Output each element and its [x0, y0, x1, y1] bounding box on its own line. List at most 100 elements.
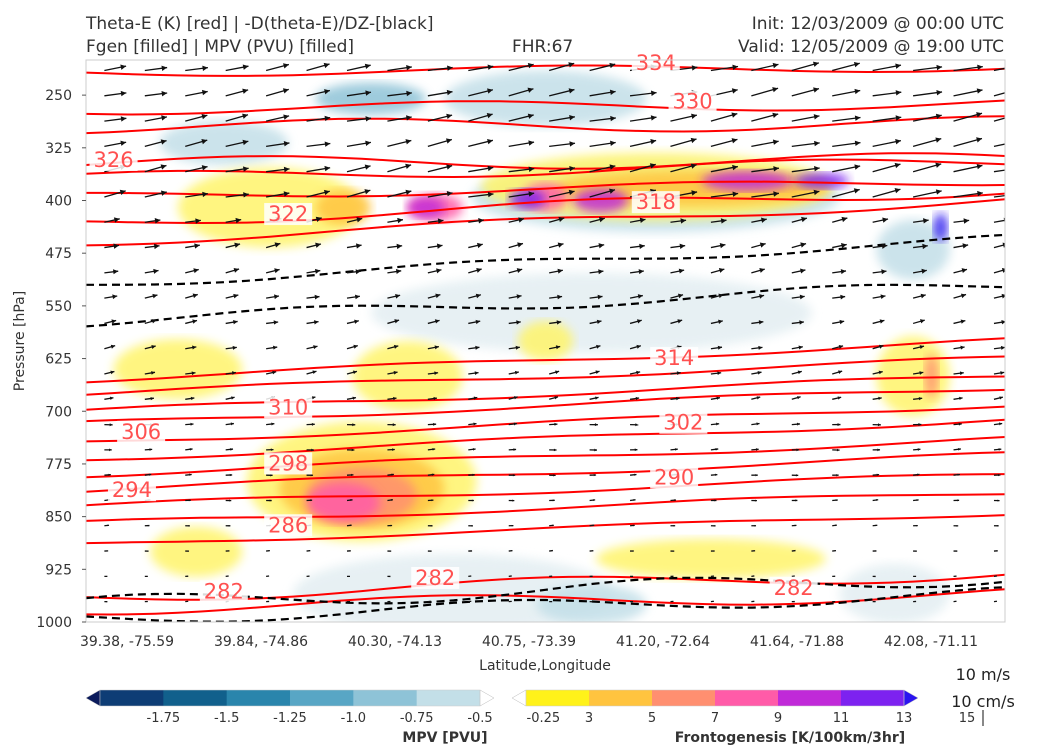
- wind-arrow-head: [192, 319, 198, 324]
- theta-e-contour: [86, 158, 1005, 179]
- wind-arrow-head: [192, 293, 198, 299]
- contour-label-bg: [264, 396, 313, 419]
- colorbar-segment: [778, 690, 842, 706]
- wind-arrow-head: [958, 447, 961, 451]
- wind-arrow-head: [558, 216, 565, 223]
- wind-arrow-head: [554, 422, 558, 426]
- wind-arrow-head: [513, 448, 517, 451]
- wind-arrow-head: [109, 448, 112, 452]
- fill-blob: [352, 341, 463, 412]
- wind-arrow-head: [517, 242, 524, 248]
- wind-arrow-head: [610, 140, 616, 146]
- forecast-hour: FHR:67: [512, 37, 574, 57]
- wind-arrow-head: [593, 473, 597, 477]
- wind-key-horizontal: 10 m/s: [956, 665, 1011, 684]
- colorbar-tick-label: -0.75: [400, 711, 434, 726]
- wind-arrow-head: [672, 600, 674, 603]
- wind-arrow-head: [471, 499, 474, 502]
- wind-arrow-head: [515, 345, 520, 350]
- wind-arrow-head: [915, 550, 917, 552]
- wind-arrow-head: [113, 243, 120, 249]
- y-tick-label: 325: [45, 141, 72, 157]
- wind-arrow-head: [352, 370, 357, 375]
- plot-frame: [85, 59, 1006, 623]
- wind-arrow-head: [935, 162, 942, 168]
- wind-arrow-head: [713, 550, 715, 552]
- wind-arrow-head: [1017, 63, 1023, 68]
- wind-arrow-head: [106, 575, 108, 577]
- wind-arrow-head: [201, 139, 208, 145]
- theta-e-contour: [86, 355, 1005, 396]
- wind-arrow-head: [594, 448, 597, 452]
- theta-e-contour: [86, 375, 1005, 411]
- wind-arrow-head: [718, 268, 725, 273]
- wind-arrow-head: [956, 524, 959, 527]
- wind-arrow-head: [193, 268, 199, 274]
- wind-arrow-head: [633, 499, 636, 502]
- wind-arrow-head: [389, 601, 391, 603]
- wind-arrow-head: [187, 550, 190, 552]
- theta-e-contour-label: 282: [774, 576, 814, 600]
- y-tick-label: 250: [45, 88, 72, 104]
- colorbar-segment: [100, 690, 164, 706]
- wind-arrow-head: [472, 473, 475, 477]
- colorbar-tick-label: -1.25: [273, 711, 307, 726]
- colorbar-segment: [226, 690, 291, 706]
- wind-arrow-head: [354, 319, 359, 324]
- wind-arrow-head: [149, 448, 153, 451]
- contour-label-bg: [264, 514, 313, 537]
- wind-arrow-head: [190, 422, 194, 426]
- wind-arrow-head: [717, 345, 723, 350]
- dtheta-dz-contour: [86, 576, 1005, 605]
- wind-arrow-head: [636, 344, 641, 349]
- wind-arrow-head: [690, 137, 697, 144]
- x-tick-label: 41.20, -72.64: [616, 634, 710, 650]
- wind-arrow-head: [486, 112, 493, 119]
- wind-arrow-head: [719, 243, 726, 249]
- wind-arrow-head: [957, 499, 960, 502]
- wind-arrow-head: [754, 499, 757, 502]
- dtheta-dz-contour: [86, 283, 1005, 328]
- wind-arrow-head: [487, 191, 494, 198]
- wind-arrow-head: [512, 474, 516, 477]
- wind-arrow-head: [813, 87, 819, 93]
- wind-arrow-head: [390, 524, 393, 527]
- theta-e-contour-label: 294: [112, 478, 152, 502]
- wind-arrow-head: [936, 89, 943, 96]
- wind-arrow-head: [405, 115, 412, 121]
- wind-arrow-head: [201, 89, 208, 96]
- wind-arrow-head: [555, 370, 560, 375]
- wind-arrow-head: [759, 268, 765, 273]
- wind-arrow-head: [161, 115, 167, 121]
- wind-arrow-head: [915, 575, 917, 577]
- wind-arrow-head: [631, 575, 634, 577]
- wind-arrow-head: [877, 448, 881, 452]
- wind-arrow-head: [446, 89, 453, 96]
- wind-arrow-head: [202, 191, 208, 198]
- fill-blob: [876, 219, 950, 280]
- contour-labels: 334 330 326 322 318 314 310 306 302 298 294 290 286 2…: [89, 51, 818, 603]
- wind-arrow-shaft: [993, 194, 1005, 198]
- wind-arrow-head: [712, 600, 714, 602]
- wind-arrow-head: [638, 269, 644, 275]
- wind-arrow-shaft: [993, 143, 1005, 148]
- theta-e-contour-label: 330: [672, 90, 712, 114]
- wind-arrow-head: [230, 422, 234, 426]
- wind-arrow-head: [680, 218, 687, 224]
- wind-arrow-head: [919, 319, 925, 324]
- wind-arrow-head: [474, 371, 479, 375]
- wind-arrow-head: [923, 218, 929, 224]
- theta-e-contour-label: 290: [654, 466, 694, 490]
- wind-arrow-head: [476, 267, 482, 273]
- wind-arrow-head: [187, 600, 189, 602]
- wind-arrow-head: [649, 163, 656, 169]
- contour-label-bg: [650, 466, 699, 489]
- fill-blob: [839, 563, 950, 622]
- wind-arrow-head: [436, 268, 442, 274]
- colorbar-segment: [589, 690, 653, 706]
- wind-arrow-head: [773, 191, 779, 197]
- theta-e-contour-label: 286: [268, 513, 308, 537]
- wind-arrow-shaft: [993, 117, 1005, 122]
- wind-arrow-head: [691, 113, 697, 119]
